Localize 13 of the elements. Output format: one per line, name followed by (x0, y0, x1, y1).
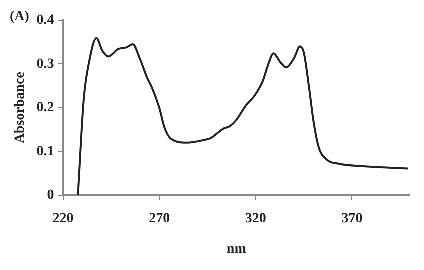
y-tick-label: 0 (47, 188, 54, 204)
y-axis-title: Absorbance (13, 72, 28, 144)
x-axis-title: nm (226, 242, 247, 258)
line-series (77, 37, 410, 196)
x-tick-label: 370 (342, 211, 363, 226)
y-tick-label: 0.2 (36, 100, 54, 116)
y-tick-label: 0.4 (36, 13, 54, 28)
x-tick-label: 270 (149, 211, 170, 226)
y-tick-label: 0.3 (36, 56, 54, 72)
text: (A) (10, 10, 30, 25)
y-tick-label: 0.1 (36, 144, 54, 160)
x-tick-label: 320 (245, 211, 266, 226)
x-tick-label: 220 (52, 211, 74, 226)
